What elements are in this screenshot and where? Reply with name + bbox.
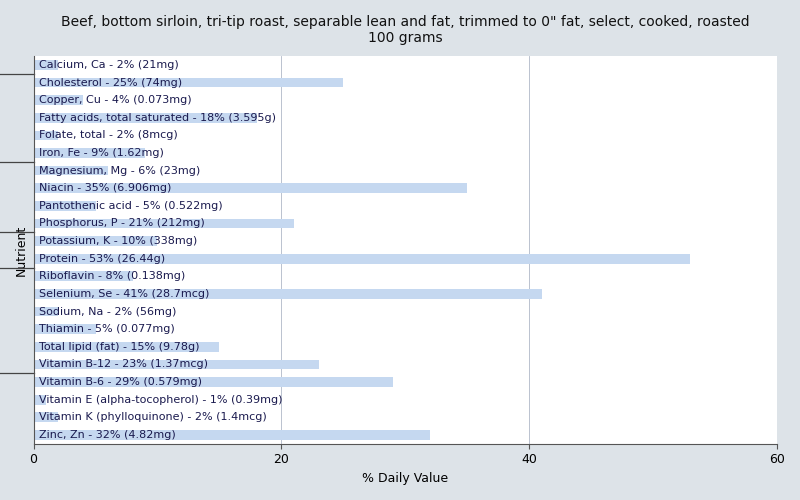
Bar <box>34 324 95 334</box>
Bar <box>34 254 690 264</box>
Text: Sodium, Na - 2% (56mg): Sodium, Na - 2% (56mg) <box>38 306 176 316</box>
Y-axis label: Nutrient: Nutrient <box>15 224 28 276</box>
Bar <box>34 60 58 70</box>
Text: Copper, Cu - 4% (0.073mg): Copper, Cu - 4% (0.073mg) <box>38 95 191 105</box>
Bar <box>34 113 257 122</box>
Text: Zinc, Zn - 32% (4.82mg): Zinc, Zn - 32% (4.82mg) <box>38 430 175 440</box>
Text: Niacin - 35% (6.906mg): Niacin - 35% (6.906mg) <box>38 183 171 193</box>
Text: Pantothenic acid - 5% (0.522mg): Pantothenic acid - 5% (0.522mg) <box>38 201 222 211</box>
Bar <box>34 78 343 88</box>
Title: Beef, bottom sirloin, tri-tip roast, separable lean and fat, trimmed to 0" fat, : Beef, bottom sirloin, tri-tip roast, sep… <box>61 15 750 45</box>
Text: Phosphorus, P - 21% (212mg): Phosphorus, P - 21% (212mg) <box>38 218 204 228</box>
Bar <box>34 395 46 404</box>
Bar <box>34 272 133 281</box>
Bar <box>34 412 58 422</box>
Text: Total lipid (fat) - 15% (9.78g): Total lipid (fat) - 15% (9.78g) <box>38 342 199 352</box>
Bar <box>34 201 95 210</box>
Bar <box>34 236 158 246</box>
Text: Thiamin - 5% (0.077mg): Thiamin - 5% (0.077mg) <box>38 324 174 334</box>
Bar <box>34 306 58 316</box>
Text: Iron, Fe - 9% (1.62mg): Iron, Fe - 9% (1.62mg) <box>38 148 163 158</box>
Bar <box>34 218 294 228</box>
Bar <box>34 130 58 140</box>
X-axis label: % Daily Value: % Daily Value <box>362 472 448 485</box>
Text: Protein - 53% (26.44g): Protein - 53% (26.44g) <box>38 254 165 264</box>
Text: Potassium, K - 10% (338mg): Potassium, K - 10% (338mg) <box>38 236 197 246</box>
Bar <box>34 166 108 175</box>
Bar <box>34 377 393 387</box>
Text: Vitamin K (phylloquinone) - 2% (1.4mcg): Vitamin K (phylloquinone) - 2% (1.4mcg) <box>38 412 266 422</box>
Bar <box>34 184 467 193</box>
Text: Vitamin B-6 - 29% (0.579mg): Vitamin B-6 - 29% (0.579mg) <box>38 377 202 387</box>
Text: Vitamin E (alpha-tocopherol) - 1% (0.39mg): Vitamin E (alpha-tocopherol) - 1% (0.39m… <box>38 394 282 404</box>
Text: Riboflavin - 8% (0.138mg): Riboflavin - 8% (0.138mg) <box>38 272 185 281</box>
Text: Magnesium, Mg - 6% (23mg): Magnesium, Mg - 6% (23mg) <box>38 166 200 175</box>
Bar <box>34 342 219 351</box>
Bar <box>34 148 145 158</box>
Text: Vitamin B-12 - 23% (1.37mcg): Vitamin B-12 - 23% (1.37mcg) <box>38 360 207 370</box>
Text: Cholesterol - 25% (74mg): Cholesterol - 25% (74mg) <box>38 78 182 88</box>
Text: Calcium, Ca - 2% (21mg): Calcium, Ca - 2% (21mg) <box>38 60 178 70</box>
Bar <box>34 96 83 105</box>
Text: Selenium, Se - 41% (28.7mcg): Selenium, Se - 41% (28.7mcg) <box>38 289 209 299</box>
Text: Fatty acids, total saturated - 18% (3.595g): Fatty acids, total saturated - 18% (3.59… <box>38 113 275 123</box>
Text: Folate, total - 2% (8mcg): Folate, total - 2% (8mcg) <box>38 130 178 140</box>
Bar <box>34 360 318 370</box>
Bar <box>34 289 542 299</box>
Bar <box>34 430 430 440</box>
